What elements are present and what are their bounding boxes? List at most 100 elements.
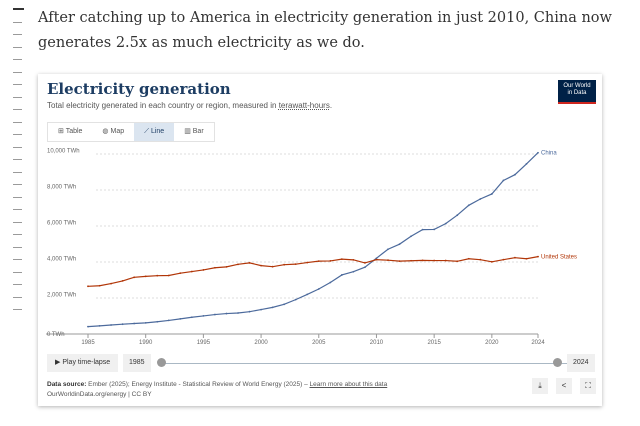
toc-marker[interactable]	[13, 121, 22, 123]
toc-marker[interactable]	[13, 209, 22, 210]
toc-marker[interactable]	[13, 34, 22, 35]
data-point	[87, 285, 89, 288]
toc-marker[interactable]	[13, 8, 24, 10]
data-point	[456, 260, 459, 263]
tab-bar[interactable]: ▥ Bar	[174, 123, 213, 141]
data-point	[444, 259, 447, 262]
intro-paragraph: After catching up to America in electric…	[38, 10, 612, 51]
data-point	[502, 258, 505, 261]
toc-marker[interactable]	[13, 96, 22, 98]
table-of-contents-markers[interactable]	[13, 8, 24, 322]
tab-label: Map	[110, 128, 125, 135]
data-point	[237, 263, 239, 266]
globe-icon: ◍	[102, 128, 111, 135]
download-button[interactable]: ⤓	[532, 378, 548, 394]
toc-marker[interactable]	[13, 171, 22, 173]
tab-map[interactable]: ◍ Map	[92, 123, 134, 141]
chart-tabs: ⊞ Table ◍ Map ⟋ Line ▥ Bar	[47, 122, 215, 142]
data-point	[167, 319, 170, 322]
data-point	[375, 257, 378, 260]
x-tick-label: 2000	[254, 340, 268, 346]
fullscreen-button[interactable]: ⛶	[580, 378, 596, 394]
data-point	[525, 163, 528, 165]
data-point	[98, 284, 101, 287]
data-point	[306, 261, 309, 264]
timeline-controls: ▶ Play time-lapse 1985 2024	[47, 354, 597, 372]
start-year[interactable]: 1985	[123, 354, 151, 372]
subtitle-text: Total electricity generated in each coun…	[47, 101, 279, 110]
data-point	[387, 248, 389, 251]
toc-marker[interactable]	[13, 296, 22, 298]
end-handle[interactable]	[553, 358, 562, 367]
x-tick-label: 1990	[139, 340, 153, 346]
toc-marker[interactable]	[13, 309, 22, 310]
terawatt-hours-link[interactable]: terawatt-hours	[278, 101, 330, 110]
data-point	[467, 204, 470, 207]
toc-marker[interactable]	[13, 59, 22, 60]
owid-logo[interactable]: Our World in Data	[558, 80, 596, 104]
subtitle-end: .	[329, 101, 333, 110]
toc-marker[interactable]	[13, 159, 22, 160]
end-year[interactable]: 2024	[567, 354, 595, 372]
data-point	[98, 325, 101, 327]
x-tick-label: 2020	[485, 340, 499, 346]
toc-marker[interactable]	[13, 259, 22, 260]
toc-marker[interactable]	[13, 284, 22, 285]
toc-marker[interactable]	[13, 196, 22, 198]
data-point	[433, 259, 436, 262]
data-point	[352, 258, 355, 261]
toc-marker[interactable]	[13, 21, 22, 23]
data-point	[364, 262, 366, 264]
data-point	[156, 274, 159, 277]
bar-chart-icon: ▥	[184, 128, 193, 135]
data-point	[260, 264, 262, 267]
toc-marker[interactable]	[13, 221, 22, 223]
start-handle[interactable]	[157, 358, 166, 367]
toc-marker[interactable]	[13, 234, 22, 235]
tab-label: Line	[150, 128, 165, 135]
data-point	[248, 262, 251, 264]
toc-marker[interactable]	[13, 46, 22, 48]
data-point	[329, 260, 332, 262]
data-point	[237, 312, 239, 314]
tab-line[interactable]: ⟋ Line	[134, 123, 175, 141]
share-icon: <	[561, 381, 567, 390]
data-point	[537, 151, 539, 154]
data-point	[87, 325, 89, 328]
data-point	[525, 257, 528, 260]
data-point	[167, 274, 170, 277]
data-point	[444, 222, 447, 225]
data-point	[110, 282, 112, 285]
toc-marker[interactable]	[13, 84, 22, 85]
x-tick-label: 1985	[81, 340, 95, 346]
toc-marker[interactable]	[13, 134, 22, 135]
data-point	[317, 288, 320, 290]
y-tick-label: 2,000 TWh	[47, 293, 76, 299]
data-point	[479, 258, 482, 261]
toc-marker[interactable]	[13, 71, 22, 73]
data-point	[375, 258, 378, 261]
data-point	[248, 310, 251, 313]
toc-marker[interactable]	[13, 146, 22, 148]
data-point	[490, 260, 493, 263]
learn-more-link[interactable]: Learn more about this data	[309, 381, 388, 388]
data-point	[514, 173, 516, 176]
chart-footer: Data source: Ember (2025); Energy Instit…	[47, 380, 387, 400]
data-point	[502, 179, 505, 182]
share-button[interactable]: <	[556, 378, 572, 394]
x-tick-label: 2005	[312, 340, 326, 346]
play-timelapse-button[interactable]: ▶ Play time-lapse	[47, 354, 119, 372]
data-point	[225, 265, 228, 268]
timeline-track[interactable]	[162, 362, 567, 364]
source-text: Ember (2025); Energy Institute - Statist…	[86, 381, 310, 388]
chart-title: Electricity generation	[47, 80, 231, 98]
tab-label: Table	[65, 128, 83, 135]
toc-marker[interactable]	[13, 246, 22, 248]
toc-marker[interactable]	[13, 184, 22, 185]
data-point	[340, 258, 343, 261]
tab-table[interactable]: ⊞ Table	[48, 123, 92, 141]
toc-marker[interactable]	[13, 109, 22, 110]
data-point	[260, 308, 262, 311]
toc-marker[interactable]	[13, 271, 22, 273]
series-label: United States	[541, 255, 577, 261]
